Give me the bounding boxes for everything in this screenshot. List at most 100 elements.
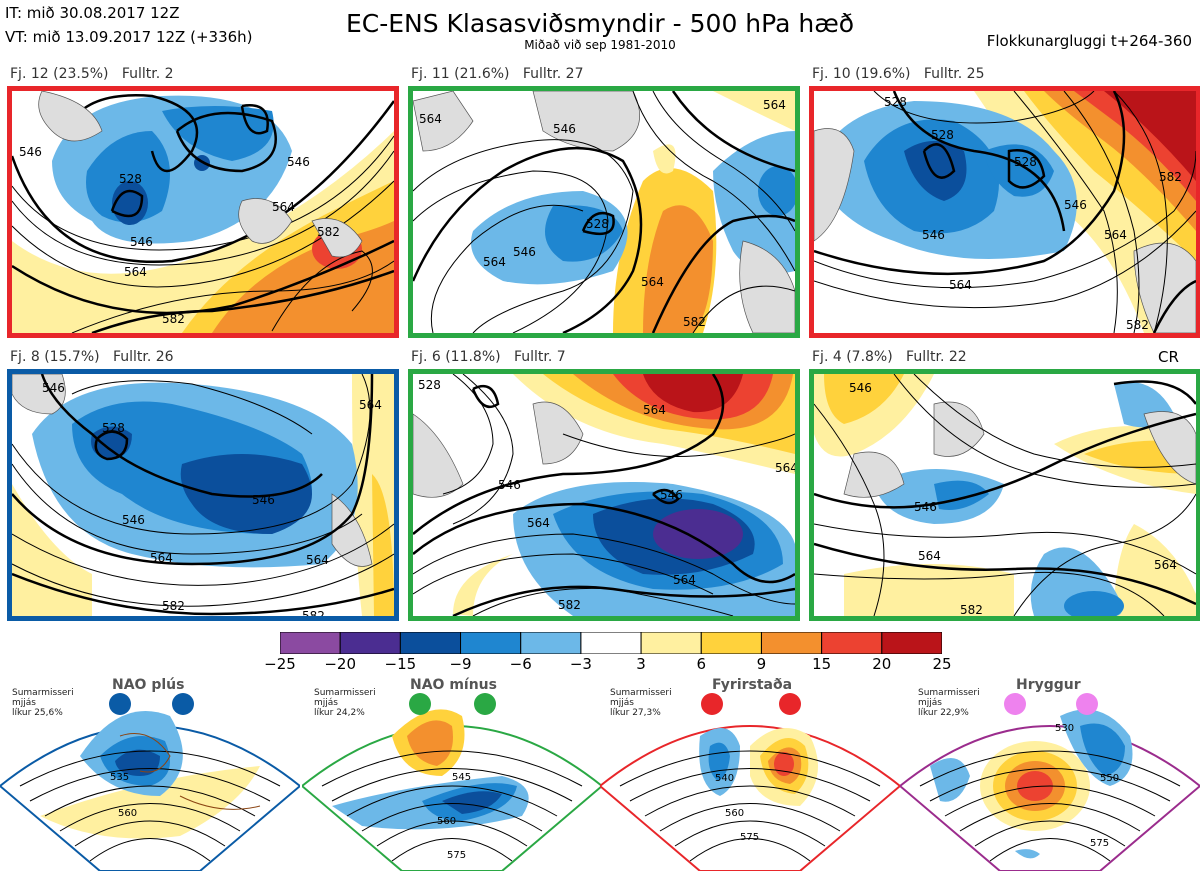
contour-label: 546 <box>660 488 683 502</box>
colorbar-tick-label: 20 <box>872 655 892 673</box>
contour-label: 546 <box>287 155 310 169</box>
colorbar-tick-label: −20 <box>324 655 356 673</box>
contour-label: 582 <box>162 599 185 613</box>
contour-label: 582 <box>558 598 581 612</box>
contour-label: 546 <box>252 493 275 507</box>
regime-name: NAO mínus <box>410 677 497 693</box>
colorbar-segment <box>821 632 883 654</box>
regime-nao-plus[interactable]: 535 560 NAO plús Sumarmisseri mjjás líku… <box>0 676 302 872</box>
contour-label: 564 <box>949 278 972 292</box>
contour-label: 528 <box>119 172 142 186</box>
init-time: IT: mið 30.08.2017 12Z <box>5 4 180 22</box>
regime-marker-dot <box>474 693 496 715</box>
regime-note: Sumarmisseri mjjás líkur 22,9% <box>918 688 980 718</box>
colorbar-segment <box>399 632 462 654</box>
contour-label: 528 <box>884 95 907 109</box>
panel-label-2: Fj. 11 (21.6%) Fulltr. 27 <box>411 66 584 82</box>
contour-label: 560 <box>118 808 137 819</box>
contour-label: 546 <box>849 381 872 395</box>
panel-label-3: Fj. 10 (19.6%) Fulltr. 25 <box>812 66 985 82</box>
colorbar-segment <box>520 632 582 654</box>
contour-label: 546 <box>122 513 145 527</box>
cluster-map-panel-6[interactable]: 546 546 564 564 582 <box>809 369 1200 621</box>
regime-blocking[interactable]: 540 560 575 Fyrirstaða Sumarmisseri mjjá… <box>598 676 902 872</box>
colorbar-tick-label: −15 <box>384 655 417 673</box>
contour-label: 564 <box>527 516 550 530</box>
contour-label: 564 <box>918 549 941 563</box>
contour-label: 546 <box>498 478 521 492</box>
contour-label: 540 <box>715 773 734 784</box>
page-subtitle: Miðað við sep 1981-2010 <box>524 38 676 52</box>
regime-note: Sumarmisseri mjjás líkur 24,2% <box>314 688 376 718</box>
regime-marker-dot <box>1076 693 1098 715</box>
regime-marker-dot <box>1004 693 1026 715</box>
regime-ridge[interactable]: 530 550 575 Hryggur Sumarmisseri mjjás l… <box>898 676 1200 872</box>
contour-label: 564 <box>1104 228 1127 242</box>
cluster-map-panel-2[interactable]: 564 546 528 564 546 564 582 564 <box>408 86 800 338</box>
contour-label: 575 <box>1090 838 1109 849</box>
contour-label: 546 <box>553 122 576 136</box>
contour-label: 564 <box>641 275 664 289</box>
contour-label: 528 <box>1014 155 1037 169</box>
contour-label: 564 <box>483 255 506 269</box>
colorbar <box>280 632 942 654</box>
panel-label-5: Fj. 6 (11.8%) Fulltr. 7 <box>411 349 566 365</box>
colorbar-segment <box>700 632 762 654</box>
contour-label: 546 <box>130 235 153 249</box>
panel-label-6: Fj. 4 (7.8%) Fulltr. 22 <box>812 349 967 365</box>
cr-label: CR <box>1158 348 1179 366</box>
colorbar-tick-label: 6 <box>696 655 707 673</box>
contour-label: 575 <box>740 832 759 843</box>
colorbar-segment <box>881 632 942 654</box>
contour-label: 528 <box>418 378 441 392</box>
contour-label: 564 <box>643 403 666 417</box>
regime-marker-dot <box>779 693 801 715</box>
classification-window: Flokkunargluggi t+264-360 <box>986 32 1192 50</box>
contour-label: 528 <box>931 128 954 142</box>
contour-label: 564 <box>763 98 786 112</box>
regime-marker-dot <box>172 693 194 715</box>
contour-label: 550 <box>1100 773 1119 784</box>
contour-label: 528 <box>586 217 609 231</box>
colorbar-segment <box>580 632 642 654</box>
contour-label: 564 <box>419 112 442 126</box>
contour-label: 582 <box>1126 318 1149 332</box>
contour-label: 582 <box>317 225 340 239</box>
contour-label: 582 <box>162 312 185 326</box>
regime-name: Fyrirstaða <box>712 677 793 693</box>
colorbar-tick-label: 3 <box>636 655 646 673</box>
contour-label: 582 <box>960 603 983 616</box>
contour-label: 564 <box>1154 558 1177 572</box>
panel-label-1: Fj. 12 (23.5%) Fulltr. 2 <box>10 66 174 82</box>
cluster-map-panel-3[interactable]: 528 528 528 546 546 564 564 582 582 <box>809 86 1200 338</box>
colorbar-tick-label: 9 <box>756 655 767 673</box>
contour-label: 564 <box>673 573 696 587</box>
colorbar-tick-label: −25 <box>264 655 296 673</box>
contour-label: 530 <box>1055 723 1074 734</box>
contour-label: 582 <box>683 315 706 329</box>
colorbar-tick-label: 25 <box>932 655 952 673</box>
regime-name: Hryggur <box>1016 677 1081 693</box>
colorbar-tick-label: −9 <box>449 655 472 673</box>
regime-nao-minus[interactable]: 545 560 575 NAO mínus Sumarmisseri mjjás… <box>300 676 604 872</box>
contour-label: 546 <box>513 245 536 259</box>
contour-label: 575 <box>447 850 466 861</box>
contour-label: 564 <box>775 461 795 475</box>
contour-label: 564 <box>124 265 147 279</box>
contour-label: 545 <box>452 772 471 783</box>
colorbar-segment <box>339 632 401 654</box>
cluster-map-panel-1[interactable]: 528 546 546 564 564 582 582 546 <box>7 86 399 338</box>
contour-label: 564 <box>359 398 382 412</box>
colorbar-tick-label: −3 <box>569 655 592 673</box>
contour-label: 564 <box>306 553 329 567</box>
regime-marker-dot <box>409 693 431 715</box>
cluster-map-panel-4[interactable]: 546 528 546 546 564 564 582 582 564 <box>7 369 399 621</box>
regime-note: Sumarmisseri mjjás líkur 27,3% <box>610 688 672 718</box>
contour-label: 582 <box>302 609 325 616</box>
contour-label: 546 <box>922 228 945 242</box>
contour-label: 560 <box>725 808 744 819</box>
regime-note: Sumarmisseri mjjás líkur 25,6% <box>12 688 74 718</box>
cluster-map-panel-5[interactable]: 528 564 546 546 564 564 582 564 <box>408 369 800 621</box>
contour-label: 560 <box>437 816 456 827</box>
contour-label: 546 <box>1064 198 1087 212</box>
